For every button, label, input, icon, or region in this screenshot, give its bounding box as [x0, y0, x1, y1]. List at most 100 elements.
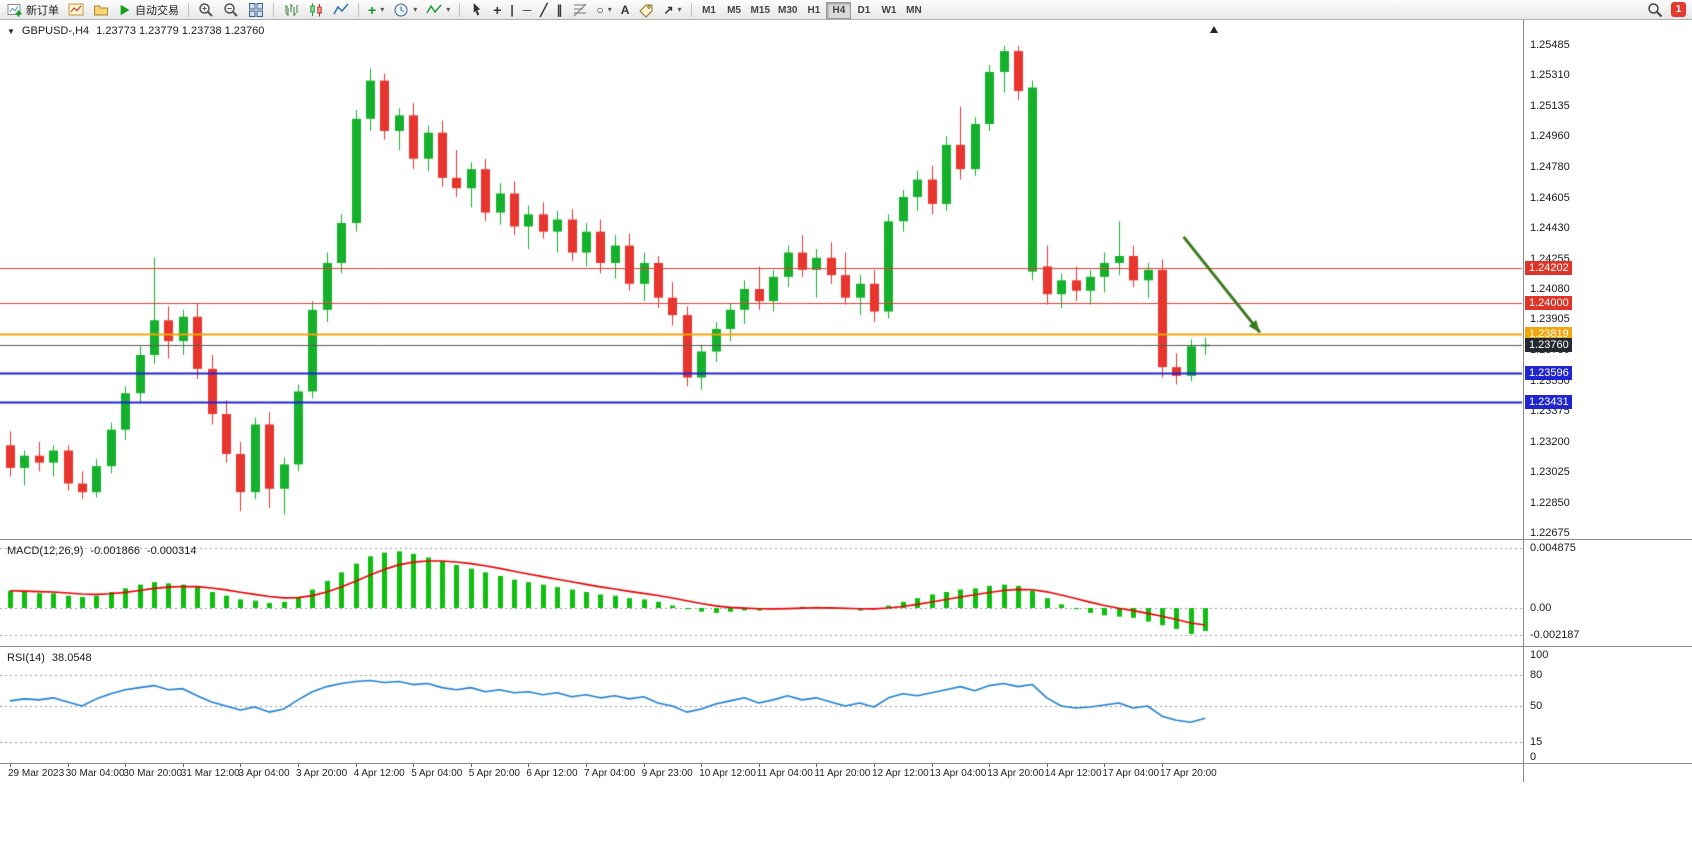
horizontal-line-tool-button[interactable]: ─	[519, 1, 536, 19]
bar-chart-icon	[285, 3, 298, 16]
periods-dropdown-button[interactable]: ▾	[389, 1, 421, 19]
bar-chart-button[interactable]	[279, 1, 303, 19]
price-axis-tick: 1.25310	[1530, 69, 1570, 82]
channel-tool-button[interactable]: ∥	[553, 1, 567, 19]
time-axis[interactable]: 29 Mar 2023 30 Mar 04:00 30 Mar 20:00 31 Ma…	[0, 764, 1692, 782]
timeframe-button-m30[interactable]: M30	[774, 2, 801, 19]
price-level-badge: 1.23596	[1525, 366, 1572, 381]
new-order-button[interactable]: 新订单	[3, 1, 63, 19]
macd-value-signal: -0.000314	[146, 545, 197, 557]
zoom-out-button[interactable]	[219, 1, 243, 19]
time-axis-label: 17 Apr 20:00	[1160, 768, 1217, 779]
price-chart-panel: ▼ GBPUSD-,H4 1.23773 1.23779 1.23738 1.2…	[0, 20, 1692, 540]
time-axis-tick	[355, 764, 357, 767]
profiles-folder-icon	[94, 5, 108, 15]
caret-down-icon: ▾	[446, 5, 451, 14]
time-axis-tick	[125, 764, 127, 767]
price-level-badge: 1.23431	[1525, 394, 1572, 409]
trendline-icon: ╱	[540, 2, 548, 17]
macd-axis[interactable]: 0.004875 0.00 -0.002187	[1523, 540, 1692, 646]
chart-shift-marker-icon[interactable]	[1210, 26, 1218, 33]
time-axis-tick	[758, 764, 760, 767]
timeframe-button-h4[interactable]: H4	[826, 2, 852, 19]
rsi-axis-tick: 15	[1530, 735, 1543, 748]
channel-icon: ∥	[556, 2, 563, 17]
new-order-label: 新订单	[26, 4, 59, 17]
time-axis-label: 11 Apr 20:00	[814, 768, 871, 779]
price-axis-tick: 1.23025	[1530, 466, 1570, 479]
vertical-line-tool-button[interactable]: |	[506, 1, 517, 19]
toolbar-separator	[273, 2, 274, 17]
indicators-dropdown-button[interactable]: ▾	[422, 1, 454, 19]
macd-name: MACD(12,26,9)	[7, 545, 84, 557]
rsi-panel: RSI(14) 38.0548 100 80 50 15 0	[0, 647, 1692, 764]
zoom-in-button[interactable]	[194, 1, 218, 19]
chart-ohlc-values: 1.23773 1.23779 1.23738 1.23760	[96, 25, 265, 37]
fibonacci-tool-button[interactable]	[568, 1, 592, 19]
time-axis-label: 29 Mar 2023	[8, 768, 65, 779]
toolbar-separator	[459, 2, 461, 17]
timeframe-button-d1[interactable]: D1	[851, 2, 876, 19]
horizontal-line-icon: ─	[522, 2, 532, 17]
rsi-axis[interactable]: 100 80 50 15 0	[1523, 647, 1692, 763]
rsi-canvas[interactable]	[0, 647, 1692, 763]
timeframe-button-w1[interactable]: W1	[876, 2, 901, 19]
timeframe-button-m15[interactable]: M15	[747, 2, 774, 19]
candlestick-chart-button[interactable]	[304, 1, 328, 19]
rsi-axis-tick: 100	[1530, 649, 1549, 661]
price-axis-tick: 1.23905	[1530, 313, 1570, 326]
time-axis-tick	[1046, 764, 1048, 767]
text-tool-button[interactable]: A	[617, 1, 634, 19]
symbol-dropdown-icon[interactable]: ▼	[7, 26, 15, 36]
time-axis-tick	[10, 764, 11, 767]
text-label-icon	[639, 4, 653, 18]
rsi-axis-tick: 80	[1530, 669, 1543, 682]
price-level-badge: 1.24202	[1525, 260, 1572, 275]
new-chart-dropdown-button[interactable]: + ▾	[364, 1, 388, 19]
shapes-tool-button[interactable]: ○ ▾	[593, 1, 616, 19]
timeframe-button-h1[interactable]: H1	[801, 2, 826, 19]
time-axis-label: 9 Apr 23:00	[641, 768, 693, 779]
new-chart-button[interactable]	[64, 1, 88, 19]
search-button[interactable]	[1643, 1, 1667, 19]
auto-trading-button[interactable]: 自动交易	[114, 1, 183, 19]
text-tool-icon: A	[620, 2, 630, 17]
time-axis-tick	[182, 764, 184, 767]
tile-windows-icon	[249, 2, 263, 17]
timeframe-button-m5[interactable]: M5	[722, 2, 747, 19]
profiles-button[interactable]	[89, 1, 113, 19]
timeframe-button-m1[interactable]: M1	[697, 2, 722, 19]
time-axis-tick	[1104, 764, 1106, 767]
price-axis-tick: 1.24780	[1530, 161, 1570, 174]
indicators-icon	[426, 4, 442, 13]
notification-badge[interactable]: 1	[1671, 2, 1686, 17]
time-axis-label: 3 Apr 04:00	[238, 768, 290, 779]
crosshair-icon: +	[493, 1, 502, 18]
time-axis-label: 6 Apr 12:00	[526, 768, 578, 779]
timeframe-button-mn[interactable]: MN	[901, 2, 926, 19]
cursor-tool-button[interactable]	[465, 1, 488, 19]
time-axis-tick	[528, 764, 530, 767]
macd-panel: MACD(12,26,9) -0.001866 -0.000314 0.0048…	[0, 540, 1692, 647]
trendline-tool-button[interactable]: ╱	[536, 1, 551, 19]
chart-symbol-period: GBPUSD-,H4	[21, 25, 90, 37]
time-axis-tick	[989, 764, 991, 767]
time-axis-label: 12 Apr 12:00	[872, 768, 929, 779]
price-axis-tick: 1.22850	[1530, 496, 1570, 509]
macd-canvas[interactable]	[0, 540, 1692, 646]
time-axis-label: 13 Apr 04:00	[929, 768, 987, 779]
rsi-value: 38.0548	[51, 652, 92, 664]
time-axis-label: 4 Apr 12:00	[353, 768, 405, 779]
crosshair-tool-button[interactable]: +	[489, 1, 505, 19]
text-label-tool-button[interactable]	[634, 1, 658, 19]
arrows-tool-button[interactable]: ↗ ▾	[659, 1, 685, 19]
tile-windows-button[interactable]	[244, 1, 268, 19]
time-axis-tick	[298, 764, 299, 767]
time-axis-label: 30 Mar 20:00	[123, 768, 183, 779]
price-chart-canvas[interactable]	[0, 20, 1692, 539]
price-axis[interactable]: 1.25485 1.25310 1.25135 1.24960 1.24780 1.246…	[1523, 20, 1692, 539]
time-axis-label: 11 Apr 04:00	[756, 768, 813, 779]
time-axis-label: 30 Mar 04:00	[65, 768, 125, 779]
line-chart-button[interactable]	[329, 1, 353, 19]
time-axis-tick	[874, 764, 875, 767]
